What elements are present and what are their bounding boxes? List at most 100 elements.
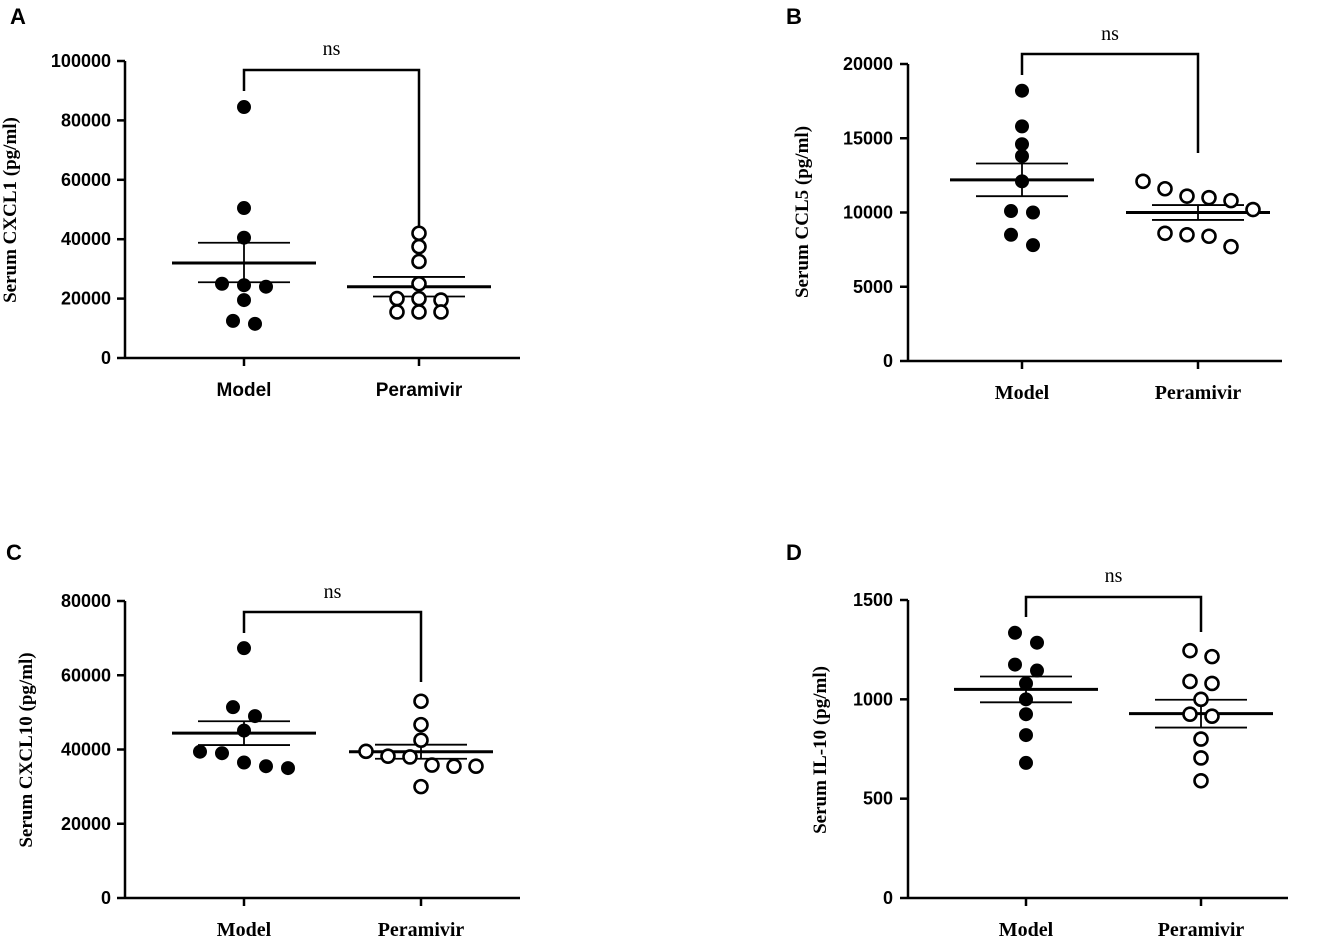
data-point-filled [1008,625,1022,640]
data-point-open [1201,189,1217,206]
data-point-filled [1004,204,1018,219]
y-axis-label: Serum CXCL10 (pg/ml) [16,652,37,847]
data-point-open [358,743,374,760]
data-point-filled [226,313,240,328]
data-point-filled [1008,657,1022,672]
data-point-filled [215,276,229,291]
y-tick-label: 60000 [61,665,111,685]
data-point-open [389,304,405,320]
significance-label: ns [323,38,341,60]
data-point-open [1193,731,1209,747]
y-tick-label: 5000 [853,277,893,297]
data-point-open [1223,238,1239,255]
y-tick-label: 0 [101,348,111,368]
data-point-filled [259,279,273,294]
x-category-label: Peramivir [378,919,465,938]
x-category-label: Peramivir [1158,919,1245,938]
x-category-label: Model [217,919,272,938]
data-point-filled [1026,238,1040,253]
panel-c: C 0 20000 40000 60000 80000 Model Peramivir Seru… [6,540,520,938]
data-point-filled [215,746,229,761]
data-point-open [1157,180,1173,197]
x-category-label: Peramivir [376,380,463,401]
significance-bracket [242,68,421,237]
data-point-filled [1015,83,1029,98]
data-point-filled [1026,205,1040,220]
data-point-open [1204,675,1220,692]
data-point-filled [1019,692,1033,707]
panel-d: D 0 500 1000 1500 Model Peramivir Serum IL-10 (… [786,540,1288,938]
data-point-filled [1019,707,1033,722]
data-point-open [1182,706,1198,723]
y-tick-label: 80000 [61,591,111,611]
data-point-filled [237,755,251,770]
y-tick-label: 80000 [61,110,111,130]
data-point-filled [237,100,251,115]
data-point-open [411,275,427,292]
panel-letter: B [786,4,802,29]
data-point-open [1157,225,1173,242]
data-point-filled [237,641,251,656]
data-point-open [413,732,429,749]
y-tick-label: 0 [883,888,893,908]
panel-letter: D [786,540,802,565]
data-point-filled [237,201,251,216]
data-point-open [468,758,484,775]
significance-label: ns [1101,23,1119,45]
significance-bracket [242,610,423,682]
significance-label: ns [324,581,342,603]
panel-letter: C [6,540,22,565]
data-point-open [411,253,427,270]
data-point-filled [248,709,262,724]
y-tick-label: 100000 [51,51,111,71]
significance-bracket [1020,52,1200,153]
y-tick-label: 0 [101,888,111,908]
y-tick-label: 60000 [61,170,111,190]
data-point-open [413,778,429,795]
data-point-open [1182,673,1198,690]
data-point-filled [259,759,273,774]
data-point-open [424,757,440,773]
data-point-filled [237,278,251,293]
data-point-open [1179,226,1195,243]
x-category-label: Model [999,919,1054,938]
data-point-filled [1030,663,1044,678]
data-point-filled [1004,227,1018,242]
data-point-open [1179,188,1195,204]
y-tick-label: 20000 [61,289,111,309]
data-point-open [1245,201,1261,218]
y-tick-label: 500 [863,789,893,809]
data-point-open [389,290,405,307]
y-tick-label: 40000 [61,229,111,249]
data-point-open [1135,173,1151,190]
data-point-open [413,693,429,710]
data-point-open [402,749,418,765]
significance-label: ns [1105,565,1123,587]
x-category-label: Model [217,380,272,401]
data-point-filled [1030,635,1044,650]
y-tick-label: 15000 [843,128,893,148]
data-point-open [1201,228,1217,245]
data-point-filled [1019,676,1033,691]
data-point-open [1193,750,1209,766]
data-point-open [411,238,427,255]
data-point-open [1182,642,1198,659]
data-point-filled [1019,728,1033,743]
data-point-open [411,225,427,242]
data-point-filled [281,761,295,776]
data-point-filled [1015,174,1029,189]
panel-a: A 0 20000 40000 60000 80000 100000 Model Peramiv… [0,4,520,401]
data-point-filled [237,230,251,245]
data-point-filled [1015,119,1029,134]
data-point-filled [1015,137,1029,152]
data-point-filled [1015,149,1029,164]
y-axis-label: Serum CXCL1 (pg/ml) [0,117,21,303]
data-point-open [413,716,429,733]
y-axis-label: Serum IL-10 (pg/ml) [810,666,831,834]
y-tick-label: 1000 [853,689,893,709]
y-axis-label: Serum CCL5 (pg/ml) [792,126,813,298]
y-tick-label: 1500 [853,590,893,610]
data-point-open [411,290,427,307]
data-point-filled [237,293,251,308]
